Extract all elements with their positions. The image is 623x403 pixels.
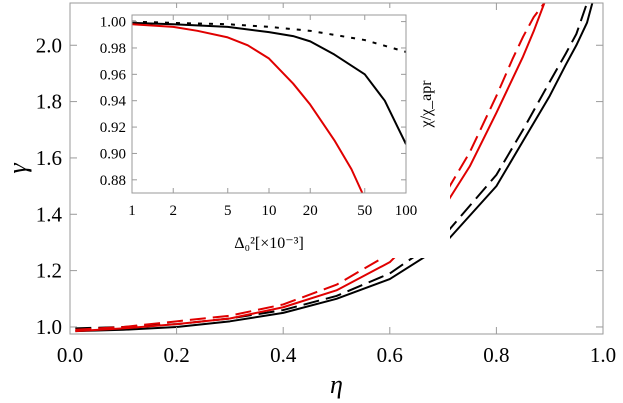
inset-x-tick-label: 2: [169, 203, 177, 219]
main-y-tick-label: 1.4: [36, 202, 63, 226]
inset-series-line-1: [132, 20, 406, 53]
main-x-tick-label: 0.0: [57, 343, 83, 367]
inset-y-tick-label: 0.94: [100, 94, 127, 110]
inset-chart: 1 2 5 10 20 50 100 0.88 0.90 0.92 0.94 0.96 0.98 1.00…: [86, 8, 450, 258]
inset-y-tick-label: 0.90: [100, 146, 126, 162]
inset-x-tick-label: 10: [262, 203, 277, 219]
inset-x-tick-label: 50: [357, 203, 372, 219]
inset-y-tick-label: 1.00: [100, 15, 126, 31]
inset-x-axis-label: Δ₀²[×10⁻³]: [234, 235, 304, 252]
main-y-tick-label: 1.8: [36, 90, 62, 114]
main-x-tick-label: 1.0: [590, 343, 616, 367]
inset-ticks: 1 2 5 10 20 50 100 0.88 0.90 0.92 0.94 0.96 0.98 1.00: [100, 15, 418, 219]
main-plot-frame: [69, 2, 604, 335]
main-ticks: 0.0 0.2 0.4 0.6 0.8 1.0 1.0 1.2 1.4 1.6 1.8 2.0: [36, 3, 616, 367]
inset-x-tick-label: 20: [303, 203, 318, 219]
inset-y-tick-label: 0.92: [100, 120, 126, 136]
main-series-line-4: [75, 3, 546, 331]
main-y-tick-label: 1.2: [36, 259, 62, 283]
inset-x-tick-label: 100: [395, 203, 418, 219]
inset-series-line-2: [132, 21, 406, 145]
main-y-tick-label: 1.6: [36, 146, 62, 170]
main-x-axis-label: η: [330, 370, 343, 399]
main-x-tick-label: 0.6: [377, 343, 403, 367]
main-x-tick-label: 0.8: [483, 343, 509, 367]
main-y-tick-label: 2.0: [36, 33, 62, 57]
inset-x-tick-label: 5: [224, 203, 232, 219]
inset-series-line-3: [132, 23, 364, 193]
inset-y-axis-label: χ/χ_apr: [418, 80, 435, 129]
inset-y-tick-label: 0.96: [100, 67, 127, 83]
inset-y-tick-label: 0.98: [100, 41, 126, 57]
inset-background: [86, 8, 450, 258]
inset-y-tick-label: 0.88: [100, 173, 126, 189]
main-x-tick-label: 0.2: [163, 343, 189, 367]
main-y-axis-label: γ: [3, 163, 32, 174]
main-x-tick-label: 0.4: [270, 343, 297, 367]
inset-x-tick-label: 1: [128, 203, 136, 219]
main-y-tick-label: 1.0: [36, 315, 62, 339]
inset-series-group: [132, 20, 406, 193]
